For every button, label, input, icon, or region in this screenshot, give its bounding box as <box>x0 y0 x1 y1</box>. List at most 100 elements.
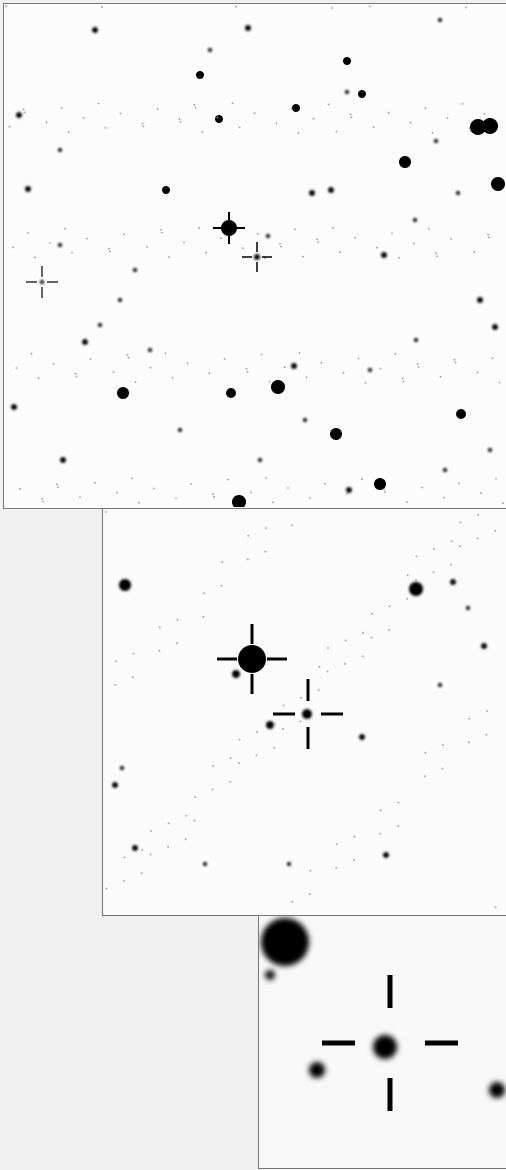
faint-star <box>349 113 352 116</box>
star <box>40 280 44 284</box>
faint-star <box>406 501 408 503</box>
star <box>359 734 365 740</box>
faint-star <box>89 358 92 361</box>
faint-star <box>312 117 315 120</box>
faint-star <box>105 511 107 513</box>
faint-star <box>335 130 338 133</box>
faint-star <box>387 111 390 114</box>
star <box>221 220 237 236</box>
faint-star <box>132 652 135 655</box>
star <box>309 190 315 196</box>
faint-star <box>439 376 442 378</box>
faint-star <box>498 381 501 384</box>
faint-star <box>268 380 271 383</box>
faint-star <box>409 121 412 124</box>
faint-star <box>436 255 438 258</box>
faint-star <box>264 527 267 530</box>
faint-star <box>357 357 360 360</box>
faint-star <box>488 236 490 239</box>
faint-star <box>108 247 110 250</box>
faint-star <box>302 255 304 258</box>
star <box>399 156 411 168</box>
faint-star <box>119 112 122 115</box>
star <box>16 112 22 118</box>
faint-star <box>391 232 393 235</box>
faint-star <box>160 228 162 231</box>
star <box>368 368 372 372</box>
star <box>345 90 349 94</box>
star <box>232 495 246 507</box>
faint-star <box>416 363 419 365</box>
faint-star <box>140 872 143 875</box>
faint-star <box>94 481 96 484</box>
faint-star <box>5 5 7 7</box>
faint-star <box>41 497 43 500</box>
faint-star <box>220 237 222 240</box>
faint-star <box>370 636 373 639</box>
faint-star <box>467 741 470 744</box>
faint-star <box>114 683 117 686</box>
faint-star <box>175 497 177 500</box>
star <box>98 323 102 327</box>
faint-star <box>201 131 204 133</box>
star <box>258 458 262 462</box>
faint-star <box>212 493 214 495</box>
faint-star <box>290 107 293 110</box>
faint-star <box>238 738 241 741</box>
faint-star <box>131 676 134 679</box>
faint-star <box>56 483 58 486</box>
faint-star <box>161 231 163 234</box>
faint-star <box>194 106 197 109</box>
star <box>414 338 418 342</box>
faint-star <box>491 357 494 359</box>
faint-star <box>171 376 174 379</box>
star <box>466 606 470 610</box>
faint-star <box>494 906 497 909</box>
faint-star <box>433 547 436 550</box>
faint-star <box>60 107 63 109</box>
faint-star <box>441 744 444 747</box>
faint-star <box>253 112 256 114</box>
star <box>265 970 275 980</box>
faint-star <box>45 121 48 124</box>
star <box>438 18 442 22</box>
faint-star <box>238 126 241 129</box>
faint-star <box>186 362 189 365</box>
faint-star <box>450 238 452 240</box>
star <box>203 862 207 866</box>
star <box>118 298 122 302</box>
star <box>477 297 483 303</box>
faint-star <box>123 233 125 236</box>
faint-star <box>495 477 497 480</box>
star <box>292 104 300 112</box>
star <box>346 487 352 493</box>
star <box>302 709 312 719</box>
faint-star <box>454 361 457 364</box>
star <box>92 27 98 33</box>
faint-star <box>282 704 285 707</box>
faint-star <box>114 660 117 663</box>
faint-star <box>415 555 418 558</box>
faint-star <box>149 853 152 856</box>
star <box>266 721 274 729</box>
faint-star <box>168 256 170 258</box>
faint-star <box>265 477 267 479</box>
faint-star <box>316 238 318 241</box>
star <box>413 218 417 222</box>
faint-star <box>406 574 409 577</box>
faint-star <box>431 131 434 134</box>
faint-star <box>465 6 467 9</box>
faint-star <box>229 780 232 783</box>
faint-star <box>388 628 391 631</box>
faint-star <box>459 521 462 524</box>
star <box>373 1035 397 1059</box>
star <box>291 363 297 369</box>
faint-star <box>141 848 144 851</box>
faint-star <box>324 482 326 485</box>
faint-star <box>229 757 232 760</box>
faint-star <box>483 113 486 115</box>
faint-star <box>272 501 274 504</box>
faint-star <box>332 226 334 229</box>
faint-star <box>335 866 338 869</box>
faint-star <box>394 353 397 355</box>
